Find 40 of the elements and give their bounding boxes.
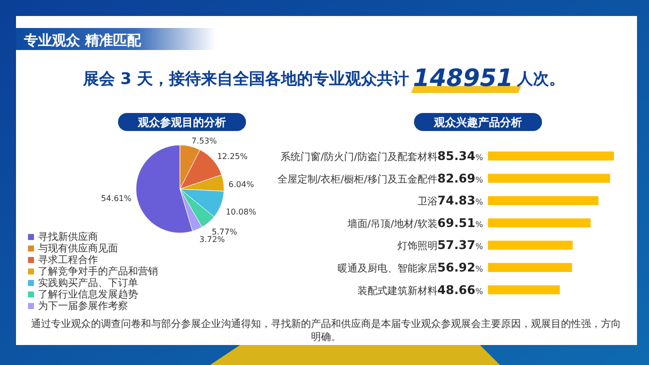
data-label: 10.08% (226, 208, 257, 217)
data-label: 69.51% (437, 216, 484, 230)
legend-label: 为下一届参展作考察 (38, 300, 128, 312)
data-label: 57.37% (437, 238, 484, 252)
y-tick-label: 墙面/吊顶/地材/软装 (346, 218, 438, 230)
y-tick-label: 灯饰照明 (397, 240, 438, 252)
text: 专业观众 精准匹配 (23, 32, 142, 49)
bar (488, 285, 560, 294)
data-label: 82.69% (437, 171, 484, 186)
y-tick-label: 系统门窗/防火门/防盗门及配套材料 (280, 151, 438, 163)
data-label: 12.25% (217, 152, 248, 161)
chart-title: 观众兴趣产品分析 (433, 116, 522, 129)
data-label: 54.61% (100, 194, 132, 204)
y-tick-label: 装配式建筑新材料 (357, 284, 438, 297)
bar (488, 263, 572, 272)
data-label: 3.72% (199, 235, 226, 244)
text: 通过专业观众的调查问卷和与部分参展企业沟通得知，寻找新的产品和供应商是本届专业观众参观展会主要原因，观展目的性强，方向明确。 (31, 318, 621, 343)
data-label: 85.34% (437, 149, 484, 163)
bar (488, 152, 614, 160)
legend-label: 寻求工程合作 (38, 254, 98, 266)
chart-title: 观众参观目的分析 (137, 116, 226, 129)
legend-label: 了解竞争对手的产品和营销 (38, 266, 158, 278)
y-tick-label: 卫浴 (417, 196, 438, 208)
data-label: 48.66% (437, 282, 484, 297)
legend-label: 与现有供应商见面 (38, 242, 118, 254)
legend-label: 了解行业信息发展趋势 (38, 288, 138, 300)
text: 展会 3 天，接待来自全国各地的专业观众共计 148951 人次。 (82, 64, 566, 92)
data-label: 5.77% (212, 227, 238, 236)
bar (488, 174, 610, 183)
bar (488, 240, 573, 250)
data-label: 74.83% (437, 194, 484, 208)
bar (488, 196, 598, 206)
data-label: 56.92% (437, 260, 484, 274)
y-tick-label: 暖通及厨电、智能家居 (337, 262, 438, 274)
bar (488, 218, 591, 228)
data-label: 6.04% (228, 180, 254, 190)
legend-label: 寻找新供应商 (38, 231, 98, 243)
data-label: 7.53% (191, 136, 218, 146)
y-tick-label: 全屋定制/衣柜/橱柜/移门及五金配件 (277, 173, 438, 186)
legend-label: 实践购买产品、下订单 (38, 277, 138, 289)
